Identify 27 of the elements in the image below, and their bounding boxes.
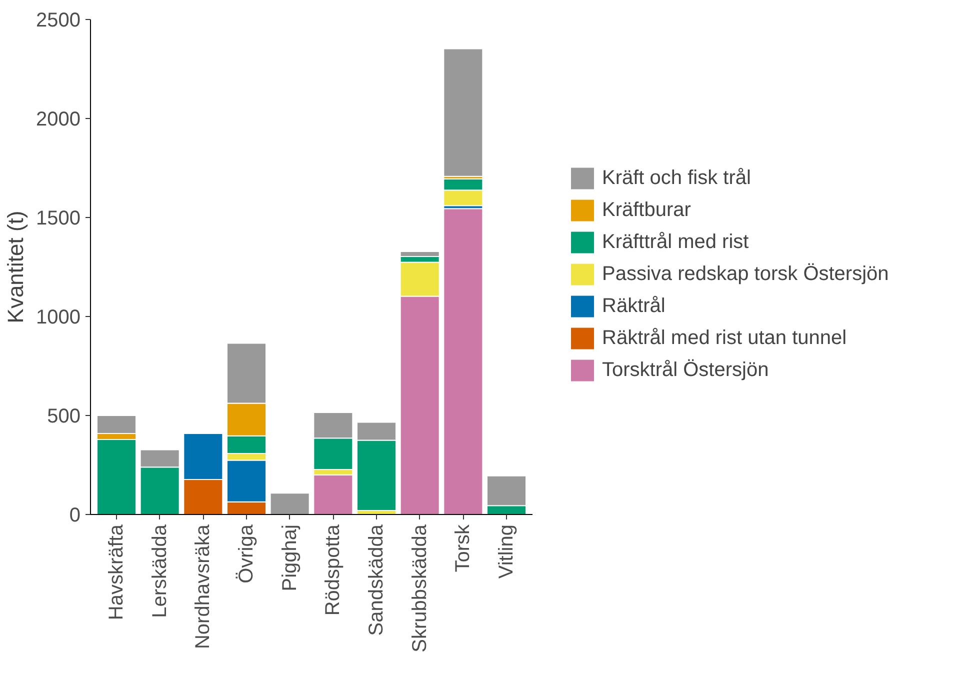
y-tick-label: 2000 xyxy=(36,108,81,130)
y-tick-label: 1000 xyxy=(36,306,81,328)
x-tick-label: Nordhavsräka xyxy=(192,524,214,649)
legend-label: Räktrål xyxy=(602,294,666,318)
x-tick-label: Havskräfta xyxy=(106,524,128,620)
x-tick-label: Sandskädda xyxy=(366,524,388,636)
legend-label: Kräftburar xyxy=(602,198,691,222)
x-tick-label: Skrubbskädda xyxy=(408,524,431,652)
bar xyxy=(443,48,484,177)
y-tick-label: 500 xyxy=(47,406,81,428)
bar xyxy=(270,492,310,514)
y-axis-title: Kvantitet (t) xyxy=(3,210,28,324)
x-tick-label: Torsk xyxy=(452,524,474,572)
bar xyxy=(443,208,484,514)
y-tick-label: 1500 xyxy=(36,208,81,230)
legend-label: Torsktrål Östersjön xyxy=(602,358,769,382)
legend-label: Kräft och fisk trål xyxy=(602,166,751,190)
legend-label: Passiva redskap torsk Östersjön xyxy=(602,262,889,286)
x-tick-label: Övriga xyxy=(236,524,258,584)
legend-label: Kräfttrål med rist xyxy=(602,230,749,254)
x-tick-label: Pigghaj xyxy=(278,524,301,592)
legend-label: Räktrål med rist utan tunnel xyxy=(602,326,847,350)
y-tick-label: 2500 xyxy=(36,10,81,32)
x-tick-label: Vitling xyxy=(496,524,518,579)
x-tick-label: Lerskädda xyxy=(148,524,171,618)
y-tick-label: 0 xyxy=(69,504,80,526)
x-tick-label: Rödspotta xyxy=(322,524,344,616)
